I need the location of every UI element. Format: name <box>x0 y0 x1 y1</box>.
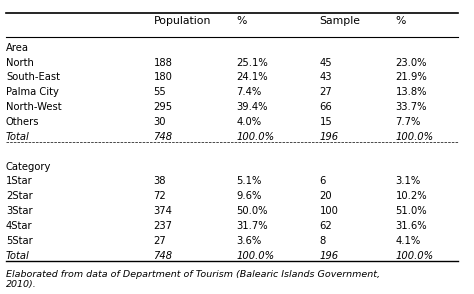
Text: 30: 30 <box>154 117 166 127</box>
Text: 8: 8 <box>319 236 326 246</box>
Text: Others: Others <box>6 117 39 127</box>
Text: 20: 20 <box>319 191 332 201</box>
Text: 25.1%: 25.1% <box>237 58 268 68</box>
Text: 31.6%: 31.6% <box>395 221 427 231</box>
Text: 55: 55 <box>154 87 166 97</box>
Text: Total: Total <box>6 251 30 261</box>
Text: %: % <box>395 16 406 26</box>
Text: 748: 748 <box>154 251 173 261</box>
Text: 3.1%: 3.1% <box>395 176 421 186</box>
Text: 33.7%: 33.7% <box>395 102 427 112</box>
Text: %: % <box>237 16 247 26</box>
Text: 100.0%: 100.0% <box>237 132 274 142</box>
Text: 72: 72 <box>154 191 166 201</box>
Text: Elaborated from data of Department of Tourism (Balearic Islands Government,
2010: Elaborated from data of Department of To… <box>6 270 380 289</box>
Text: 45: 45 <box>319 58 332 68</box>
Text: 27: 27 <box>154 236 166 246</box>
Text: 7.7%: 7.7% <box>395 117 421 127</box>
Text: 7.4%: 7.4% <box>237 87 262 97</box>
Text: 196: 196 <box>319 132 338 142</box>
Text: 196: 196 <box>319 251 338 261</box>
Text: 5Star: 5Star <box>6 236 33 246</box>
Text: Sample: Sample <box>319 16 360 26</box>
Text: 374: 374 <box>154 206 173 216</box>
Text: 27: 27 <box>319 87 332 97</box>
Text: 38: 38 <box>154 176 166 186</box>
Text: 4.0%: 4.0% <box>237 117 262 127</box>
Text: 23.0%: 23.0% <box>395 58 427 68</box>
Text: 24.1%: 24.1% <box>237 73 268 83</box>
Text: 39.4%: 39.4% <box>237 102 268 112</box>
Text: 3Star: 3Star <box>6 206 33 216</box>
Text: 4.1%: 4.1% <box>395 236 421 246</box>
Text: North: North <box>6 58 34 68</box>
Text: 13.8%: 13.8% <box>395 87 427 97</box>
Text: North-West: North-West <box>6 102 62 112</box>
Text: 9.6%: 9.6% <box>237 191 262 201</box>
Text: Area: Area <box>6 43 29 53</box>
Text: 5.1%: 5.1% <box>237 176 262 186</box>
Text: Total: Total <box>6 132 30 142</box>
Text: 51.0%: 51.0% <box>395 206 427 216</box>
Text: Palma City: Palma City <box>6 87 59 97</box>
Text: 43: 43 <box>319 73 332 83</box>
Text: 10.2%: 10.2% <box>395 191 427 201</box>
Text: 62: 62 <box>319 221 332 231</box>
Text: South-East: South-East <box>6 73 60 83</box>
Text: 31.7%: 31.7% <box>237 221 268 231</box>
Text: 1Star: 1Star <box>6 176 33 186</box>
Text: 6: 6 <box>319 176 326 186</box>
Text: 15: 15 <box>319 117 332 127</box>
Text: 50.0%: 50.0% <box>237 206 268 216</box>
Text: 66: 66 <box>319 102 332 112</box>
Text: Population: Population <box>154 16 211 26</box>
Text: 100.0%: 100.0% <box>395 132 434 142</box>
Text: 4Star: 4Star <box>6 221 33 231</box>
Text: 100.0%: 100.0% <box>395 251 434 261</box>
Text: 3.6%: 3.6% <box>237 236 262 246</box>
Text: 188: 188 <box>154 58 173 68</box>
Text: 180: 180 <box>154 73 173 83</box>
Text: 21.9%: 21.9% <box>395 73 427 83</box>
Text: 748: 748 <box>154 132 173 142</box>
Text: 295: 295 <box>154 102 173 112</box>
Text: 237: 237 <box>154 221 173 231</box>
Text: 2Star: 2Star <box>6 191 33 201</box>
Text: 100.0%: 100.0% <box>237 251 274 261</box>
Text: Category: Category <box>6 162 51 172</box>
Text: 100: 100 <box>319 206 338 216</box>
